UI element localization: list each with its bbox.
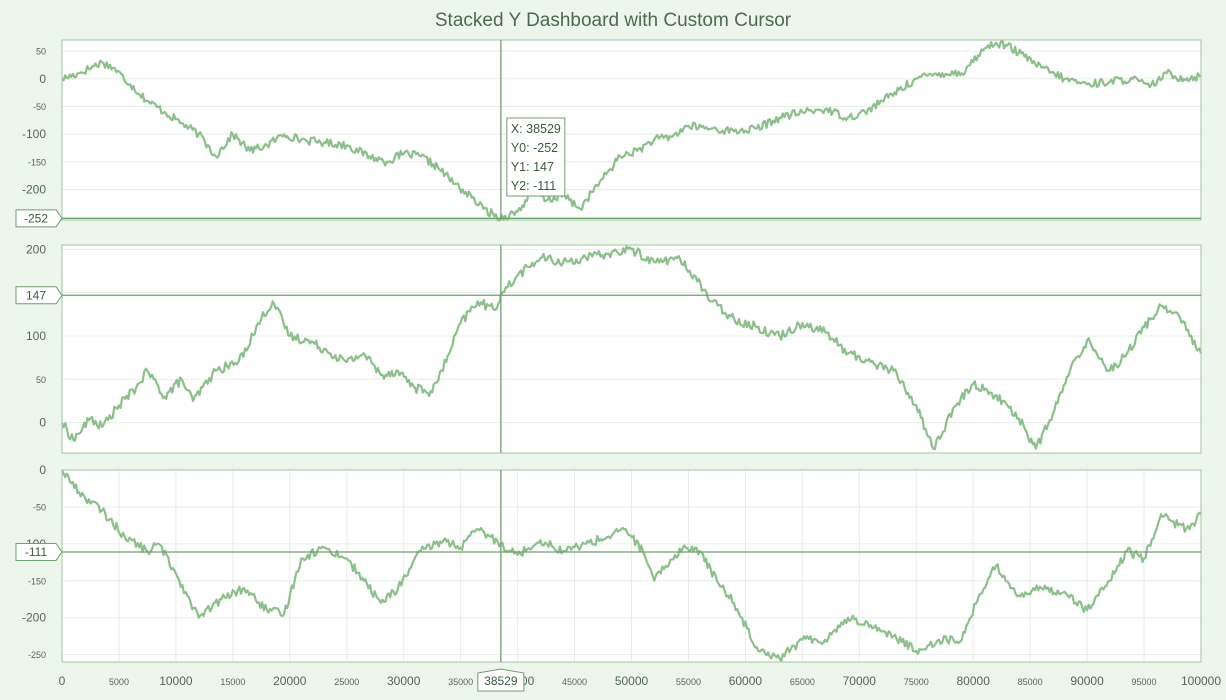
x-tick-label: 35000 [448,677,473,687]
series-line-2 [60,469,1202,663]
cursor-x-label: 38529 [484,674,518,688]
y-tick-label: 0 [39,416,46,430]
x-tick-label: 60000 [729,674,763,688]
series-line-0 [61,39,1202,222]
y-tick-label: -250 [28,650,46,660]
x-tick-label: 90000 [1070,674,1104,688]
x-tick-label: 55000 [676,677,701,687]
x-tick-label: 95000 [1132,677,1157,687]
y-tick-label: -50 [33,102,46,112]
x-tick-label: 70000 [843,674,877,688]
cursor-y-badge-1 [15,286,63,305]
tooltip-line: Y2: -111 [511,179,556,193]
x-tick-label: 10000 [159,674,193,688]
panel-0: 500-50-100-150-200-250 [22,39,1202,223]
cursor-x-badge-box [477,668,525,692]
y-tick-label: -50 [33,502,46,512]
tooltip-line: Y0: -252 [511,141,558,155]
chart-title: Stacked Y Dashboard with Custom Cursor [434,10,792,31]
x-tick-label: 75000 [904,677,929,687]
x-tick-label: 65000 [790,677,815,687]
x-tick-label: 100000 [1181,674,1221,688]
x-tick-label: 80000 [957,674,991,688]
x-tick-label: 15000 [220,677,245,687]
plot-frame-1 [61,244,1202,454]
x-tick-label: 5000 [109,677,129,687]
cursor-y-badge-0 [15,209,63,228]
cursor-y-label-2: -111 [25,545,48,559]
cursor-tooltip: X: 38529 Y0: -252 Y1: 147 Y2: -111 [506,117,566,197]
tooltip-line: Y1: 147 [511,160,554,174]
x-tick-label: 50000 [615,674,649,688]
y-tick-label: -200 [22,611,46,625]
series-line-1 [60,245,1203,451]
panel-1: 200150100500 [26,242,1203,454]
panels: 500-50-100-150-200-2502001501005000-50-1… [22,39,1221,688]
x-tick-label: 45000 [562,677,587,687]
cursor-y-badge-2 [15,542,63,561]
y-tick-label: -150 [28,157,46,167]
tooltip-line: X: 38529 [511,122,561,136]
y-tick-label: 50 [36,375,46,385]
y-tick-label: -200 [22,183,46,197]
y-tick-label: 200 [26,242,46,256]
x-tick-label: 85000 [1018,677,1043,687]
tooltip-box [506,117,566,197]
x-tick-label: 25000 [334,677,359,687]
x-tick-label: 20000 [273,674,307,688]
plot-area-1 [62,245,1201,453]
x-tick-label: 30000 [387,674,421,688]
cursor-layer: -252 147 -111 38529 X: 38529 Y0: -252 Y1: 147 Y… [15,40,1201,692]
y-tick-label: -150 [28,576,46,586]
cursor-x-badge: 38529 [477,668,525,692]
plot-frame-2 [61,469,1202,663]
plot-area-0 [62,40,1201,220]
x-tick-label: 0 [59,674,66,688]
y-tick-label: 0 [39,463,46,477]
y-tick-label: 50 [36,47,46,57]
cursor-y-label-0: -252 [24,211,48,225]
y-tick-label: -100 [22,127,46,141]
y-tick-label: 0 [39,72,46,86]
plot-frame-0 [61,39,1202,221]
cursor-y-label-1: 147 [26,288,46,302]
y-tick-label: 100 [26,329,46,343]
panel-2: 0-50-100-150-200-250 [22,463,1202,663]
